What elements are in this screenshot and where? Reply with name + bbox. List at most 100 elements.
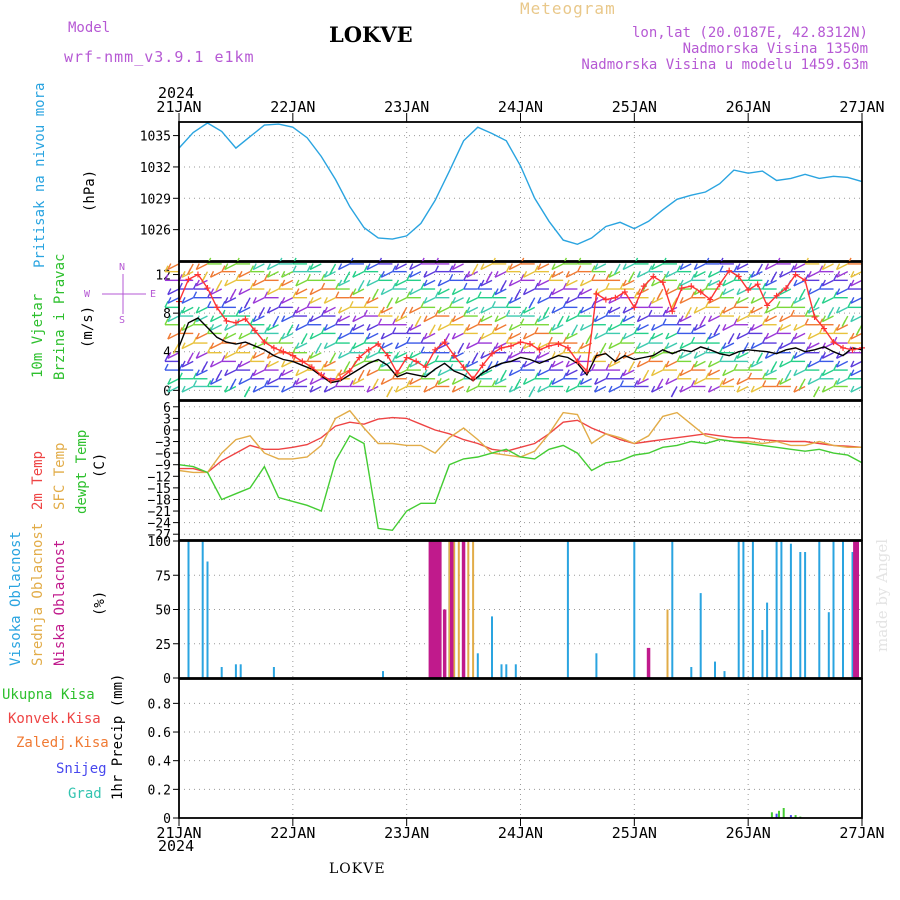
wind-barb-flag [537,263,542,270]
wind-barb-flag [750,296,755,304]
gust-point [526,341,533,348]
wind-barb-flag [181,306,186,314]
gust-point [346,368,353,375]
wind-barb-flag [594,263,599,270]
wind-barb [338,315,351,323]
wind-barb [494,378,507,385]
wind-barb-flag [722,306,727,314]
wind-barb-flag [434,291,439,299]
wind-barb-flag [167,378,172,385]
wind-barb-flag [238,270,243,278]
wind-barb-flag [306,363,311,371]
bar [714,661,716,678]
wind-barb-flag [451,288,457,295]
wind-barb [651,352,664,359]
wind-barb [807,342,820,350]
wind-barb [594,315,607,323]
wind-barb [238,306,251,314]
wind-barb-flag [594,332,599,340]
wind-barb [537,297,550,304]
wind-barb-flag [238,332,243,340]
wind-barb-flag [835,288,841,295]
wind-barb [295,369,308,377]
gust-point [289,352,296,359]
wind-barb-flag [565,296,570,304]
wind-barb-flag [167,315,172,322]
wind-barb-flag [693,378,698,385]
wind-barb-flag [224,332,229,340]
wind-barb-flag [463,327,468,334]
wind-barb-flag [164,355,169,362]
wind-barb-flag [215,284,220,292]
wind-barb-flag [756,268,761,275]
wind-barb-flag [705,257,710,265]
wind-barb-flag [295,279,300,287]
wind-barb-flag [693,263,698,270]
wind-barb-flag [565,270,570,278]
bar [794,815,797,818]
wind-barb [366,352,379,359]
wind-barb-flag [679,342,684,349]
bar [789,815,792,818]
wind-barb-flag [548,291,553,299]
wind-barb [637,315,649,323]
wind-barb [508,263,521,271]
gust-point [621,288,628,295]
wind-barb-flag [224,385,229,393]
wind-barb [679,352,692,359]
wind-barb-flag [181,270,186,278]
wind-barb [580,324,592,331]
wind-barb-flag [650,263,656,270]
gust-point [460,364,467,371]
wind-barb-flag [605,327,610,334]
wind-barb-flag [181,385,186,393]
wind-barb-flag [679,263,684,270]
wind-barb-flag [406,291,411,299]
wind-barb-flag [209,315,215,322]
wind-barb-flag [309,288,314,295]
wind-barb-flag [414,320,419,327]
wind-barb-flag [281,279,286,287]
wind-barb-flag [679,315,684,322]
wind-barb-flag [386,301,391,309]
wind-barb-flag [394,263,400,270]
wind-barb-flag [380,332,385,340]
wind-barb-flag [804,318,809,326]
wind-barb-flag [628,275,633,283]
wind-barb [565,385,578,393]
wind-barb-flag [477,282,482,290]
wind-barb [594,385,607,393]
wind-barb [295,378,308,385]
wind-barb-flag [747,282,753,290]
wind-barb-flag [349,327,354,334]
ytick-label: −27 [148,528,171,543]
wind-barb-flag [187,356,192,364]
wind-barb [324,385,336,393]
wind-barb [494,271,507,278]
wind-barb-flag [605,363,610,371]
wind-barb [181,297,194,304]
wind-barb [708,385,721,393]
xtick-label-bottom: 27JAN [839,824,884,842]
gust-point [441,339,448,346]
wind-barb-flag [494,342,499,349]
wind-barb-flag [665,270,670,278]
wind-barb [452,263,464,271]
wind-barb [736,315,749,323]
wind-barb-flag [707,315,713,322]
wind-barb [238,288,251,296]
wind-barb [281,385,294,393]
wind-barb-flag [477,291,482,299]
wind-barb [167,352,180,359]
wind-barb-flag [579,378,585,385]
wind-barb-flag [224,263,229,270]
wind-barb [423,297,436,304]
panel-frame [178,400,863,541]
wind-barb [409,324,422,331]
wind-barb-flag [685,311,690,319]
compass-e-label: E [150,289,157,300]
wind-barb-flag [690,327,696,334]
wind-barb-flag [821,352,826,359]
wind-barb [252,369,265,377]
gust-point [773,292,780,299]
